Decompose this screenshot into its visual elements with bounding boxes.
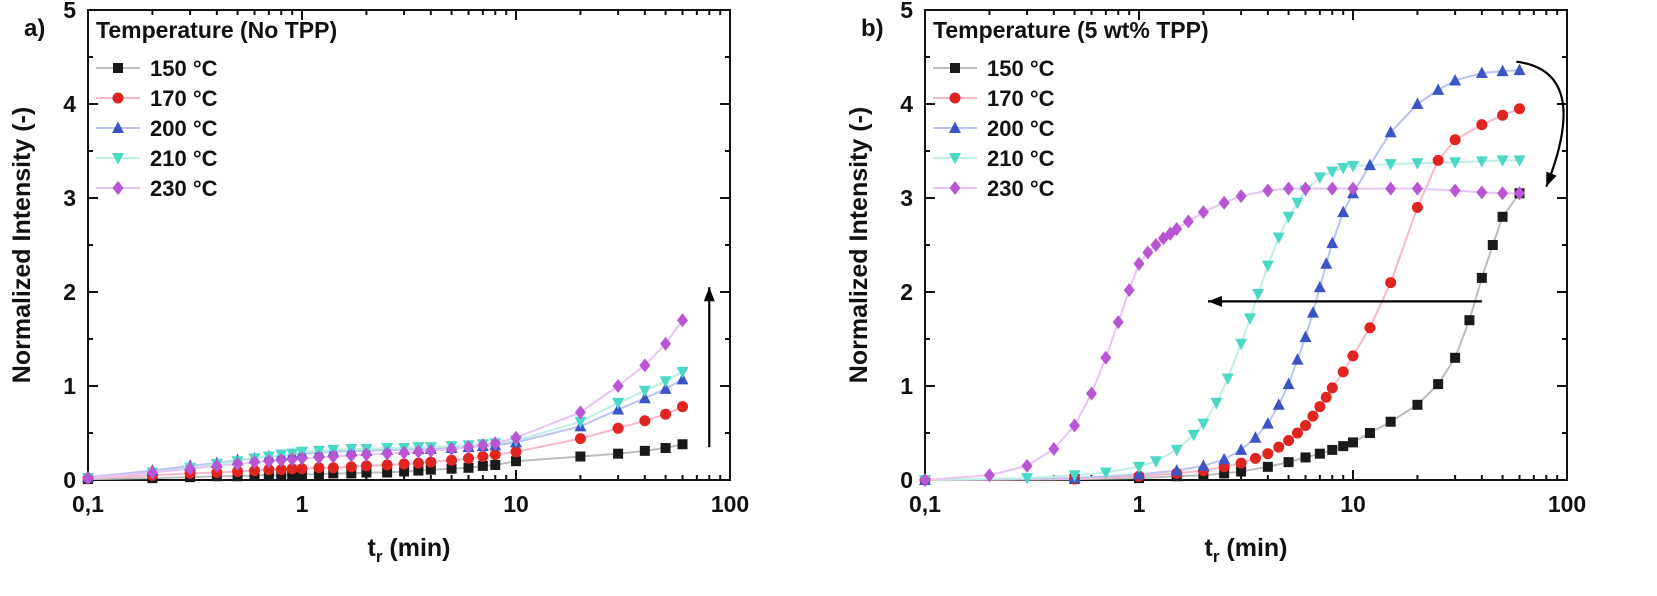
y-tick-label: 0 (63, 467, 76, 493)
x-tick-label: 1 (1133, 491, 1146, 517)
legend-entry-label: 150 °C (987, 56, 1055, 81)
chart-a-no-tpp: 0,1 1 10 100 0 1 2 3 4 5 tr (min) Normalized Intens… (8, 0, 749, 566)
legend-entry-label: 170 °C (987, 86, 1055, 111)
series-markers-200C (919, 63, 1526, 485)
panel-label: a) (24, 15, 45, 42)
annotation-arrow (1516, 60, 1565, 188)
y-axis-label: Normalized Intensity (-) (8, 107, 36, 383)
series-line-150C (87, 443, 683, 481)
x-axis-label: tr (min) (368, 534, 451, 566)
panel-b: 0,1 1 10 100 0 1 2 3 4 5 tr (min) Normalized Intens… (837, 0, 1657, 596)
arrow-head (1207, 295, 1222, 307)
panel-label: b) (861, 15, 884, 42)
x-tick-label: 100 (711, 491, 749, 517)
x-tick-label: 100 (1548, 491, 1586, 517)
series-line-230C (87, 319, 684, 480)
legend-entry-label: 230 °C (987, 176, 1055, 201)
x-tick-label: 10 (503, 491, 529, 517)
legend-title: Temperature (No TPP) (96, 17, 337, 43)
series-line-170C (87, 405, 683, 480)
x-tick-label: 1 (296, 491, 309, 517)
series-group (82, 313, 689, 486)
legend-entry-label: 150 °C (150, 56, 218, 81)
y-tick-label: 1 (900, 373, 913, 399)
y-tick-label: 4 (63, 91, 76, 117)
series-line-210C (924, 159, 1520, 481)
x-axis-label: tr (min) (1205, 534, 1288, 566)
annotation-arrow (703, 287, 715, 448)
y-tick-label: 5 (63, 0, 76, 23)
legend-entry-label: 200 °C (150, 116, 218, 141)
x-tick-label: 0,1 (909, 491, 941, 517)
annotation-arrow (1207, 295, 1482, 307)
y-tick-label: 3 (63, 185, 76, 211)
y-tick-label: 2 (63, 279, 76, 305)
legend-entry-label: 170 °C (150, 86, 218, 111)
legend-entry-label: 230 °C (150, 176, 218, 201)
arrow-head (1546, 171, 1557, 187)
panel-a: 0,1 1 10 100 0 1 2 3 4 5 tr (min) Normalized Intens… (0, 0, 820, 596)
legend: Temperature (5 wt% TPP) 150 °C 170 °C 200 °… (933, 17, 1209, 201)
y-tick-label: 5 (900, 0, 913, 23)
x-tick-label: 0,1 (72, 491, 104, 517)
axes: 0,1 1 10 100 0 1 2 3 4 5 (63, 0, 749, 517)
y-tick-label: 3 (900, 185, 913, 211)
arrow-head (703, 287, 715, 302)
series-markers-230C (919, 181, 1526, 487)
legend-entry-label: 200 °C (987, 116, 1055, 141)
series-markers-230C (82, 313, 689, 486)
legend-entry-label: 210 °C (150, 146, 218, 171)
legend: Temperature (No TPP) 150 °C 170 °C 200 °C 21… (96, 17, 337, 201)
legend-title: Temperature (5 wt% TPP) (933, 17, 1209, 43)
x-tick-label: 10 (1340, 491, 1366, 517)
legend-entry-label: 210 °C (987, 146, 1055, 171)
chart-b-5wt-tpp: 0,1 1 10 100 0 1 2 3 4 5 tr (min) Normalized Intens… (845, 0, 1586, 566)
y-tick-label: 2 (900, 279, 913, 305)
series-line-210C (87, 371, 683, 480)
series-markers-150C (83, 439, 688, 485)
series-line-230C (924, 187, 1520, 481)
series-group (919, 63, 1526, 487)
y-tick-label: 0 (900, 467, 913, 493)
series-line-150C (924, 192, 1521, 481)
y-tick-label: 4 (900, 91, 913, 117)
y-tick-label: 1 (63, 373, 76, 399)
y-axis-label: Normalized Intensity (-) (845, 107, 873, 383)
series-markers-150C (920, 188, 1525, 485)
